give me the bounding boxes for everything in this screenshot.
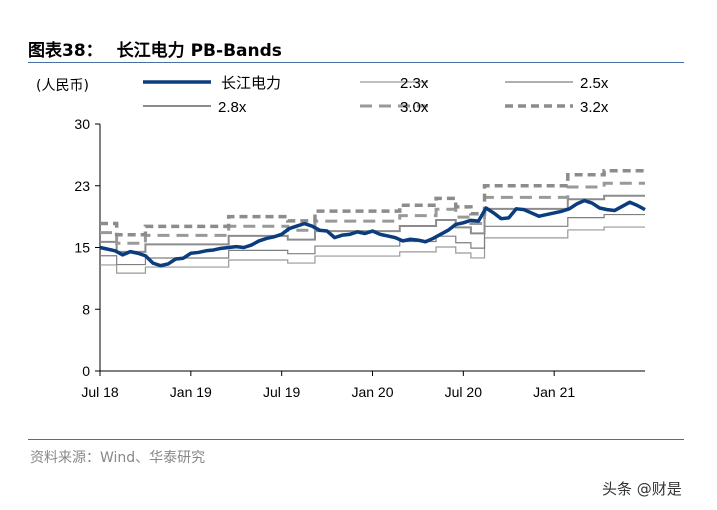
figure-title: 图表38： 长江电力 PB-Bands	[28, 36, 296, 61]
figure-number: 图表38：	[28, 41, 103, 61]
y-tick-label: 30	[74, 116, 90, 132]
y-tick-label: 0	[82, 363, 90, 379]
legend-label: 长江电力	[221, 75, 281, 92]
price-line	[99, 198, 646, 268]
x-tick-label: Jul 20	[445, 384, 483, 400]
figure-title-text: 长江电力 PB-Bands	[116, 41, 282, 61]
x-tick-label: Jan 20	[351, 384, 393, 400]
x-tick-label: Jan 19	[170, 384, 212, 400]
y-tick-label: 15	[74, 240, 90, 256]
x-tick-label: Jan 21	[533, 384, 575, 400]
legend-label: 3.0x	[400, 99, 429, 116]
watermark: 头条 @财是	[602, 480, 682, 498]
band-line-2.8x	[100, 194, 645, 253]
band-line-3.2x	[100, 169, 645, 237]
top-rule	[28, 62, 684, 63]
x-tick-label: Jul 19	[263, 384, 301, 400]
x-tick-label: Jul 18	[81, 384, 119, 400]
y-unit-label: (人民币)	[36, 78, 89, 94]
y-tick-label: 23	[74, 178, 90, 194]
legend-label: 2.5x	[580, 75, 609, 92]
y-tick-label: 8	[82, 301, 90, 317]
legend-label: 3.2x	[580, 99, 609, 116]
band-line-3.0x	[100, 181, 645, 245]
legend-label: 2.3x	[400, 75, 429, 92]
source-note: 资料来源：Wind、华泰研究	[30, 450, 206, 466]
legend-label: 2.8x	[218, 99, 247, 116]
bottom-rule	[28, 439, 684, 440]
